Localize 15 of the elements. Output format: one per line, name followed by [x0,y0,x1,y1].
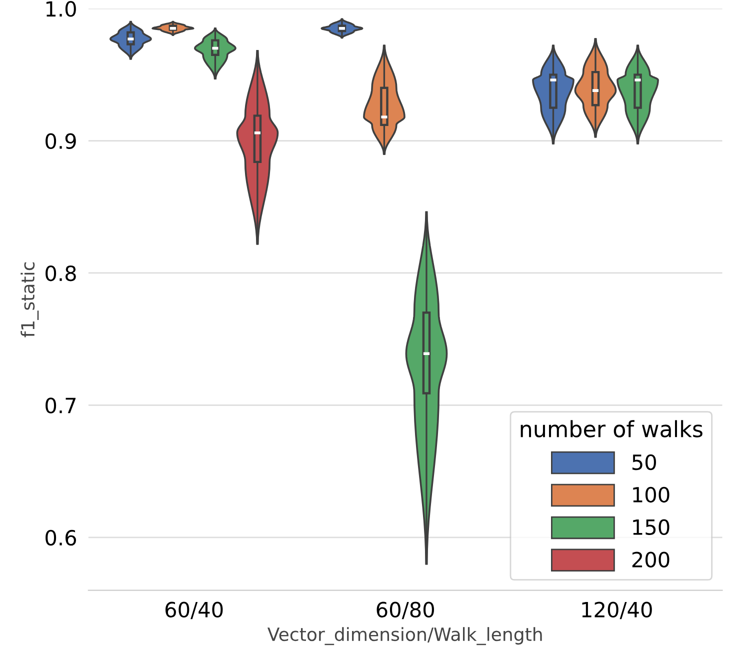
x-tick-label: 60/80 [376,602,434,620]
legend-label: 150 [633,519,670,536]
y-tick-label: 1.0 [46,1,76,17]
y-tick-label: 0.8 [46,265,76,282]
legend-title: number of walks [520,420,702,438]
x-tick-label: 120/40 [582,602,652,620]
legend-label: 200 [632,552,670,568]
y-tick-label: 0.9 [46,133,76,150]
legend-label: 100 [633,486,670,503]
y-tick-label: 0.7 [46,398,76,414]
x-axis-title: Vector_dimension/Walk_length [267,627,542,646]
legend-label: 50 [632,454,656,470]
y-tick-label: 0.6 [46,530,76,546]
x-tick-label: 60/40 [166,602,223,620]
y-axis-title: f1_static [20,262,39,338]
